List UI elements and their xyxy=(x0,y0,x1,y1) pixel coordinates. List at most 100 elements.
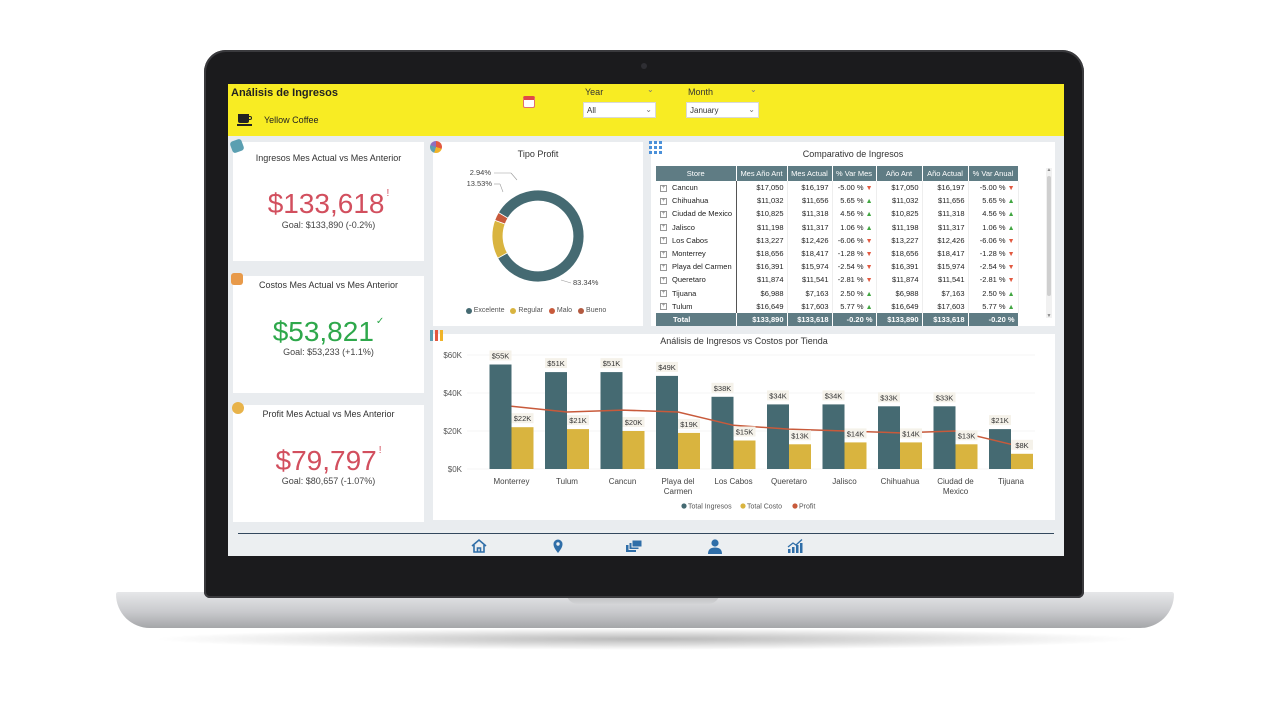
table-cell: $13,227 xyxy=(876,233,923,247)
data-label-costo: $21K xyxy=(569,416,587,425)
chevron-down-icon[interactable]: ⌄ xyxy=(647,85,654,94)
data-label-bg xyxy=(955,430,978,441)
table-row[interactable]: + Tijuana $6,988 $7,163 2.50 % ▲ $6,988 $7,163 2… xyxy=(656,286,1019,300)
table-cell: 4.56 % ▲ xyxy=(968,207,1019,221)
table-cell: 5.65 % ▲ xyxy=(968,194,1019,208)
kpi-goal: Goal: $133,890 (-0.2%) xyxy=(281,220,376,230)
tipo-profit-card[interactable]: Tipo Profit 2.94% 13.53% 83.34% Excelent… xyxy=(430,141,643,326)
expand-icon[interactable]: + xyxy=(660,276,667,284)
legend-item: Excelente xyxy=(465,307,504,314)
kpi-value-text: $53,821 xyxy=(272,316,374,347)
location-pin-icon[interactable] xyxy=(549,538,567,554)
data-label-ingresos: $33K xyxy=(936,393,954,402)
expand-icon[interactable]: + xyxy=(660,290,667,298)
bar-total-costo xyxy=(789,444,811,469)
arrow-down-icon: ▼ xyxy=(865,251,873,259)
table-row[interactable]: + Playa del Carmen $16,391 $15,974 -2.54 % ▼ $… xyxy=(656,260,1019,274)
expand-icon[interactable]: + xyxy=(660,303,667,311)
donut-chart-icon xyxy=(430,141,442,153)
table-cell: $11,198 xyxy=(876,220,923,234)
store-cell: + Ciudad de Mexico xyxy=(656,207,737,221)
month-select[interactable]: January ⌄ xyxy=(686,102,759,118)
table-cell: $17,603 xyxy=(787,299,833,313)
scroll-down-icon[interactable]: ▼ xyxy=(1046,313,1052,319)
data-label-bg xyxy=(711,382,734,393)
store-name: Monterrey xyxy=(672,249,706,259)
data-label-ingresos: $34K xyxy=(825,391,843,400)
table-row[interactable]: + Monterrey $18,656 $18,417 -1.28 % ▼ $18,656 $… xyxy=(656,246,1019,261)
data-label-ingresos: $21K xyxy=(991,416,1009,425)
arrow-up-icon: ▲ xyxy=(1007,224,1015,232)
data-label-bg xyxy=(622,417,645,427)
arrow-down-icon: ▼ xyxy=(1007,251,1015,259)
table-cell: -2.54 % ▼ xyxy=(968,260,1019,274)
variance-value: -6.06 % xyxy=(979,235,1006,245)
variance-value: 4.56 % xyxy=(982,209,1006,219)
kpi-card-costos[interactable]: Costos Mes Actual vs Mes Anterior $53,82… xyxy=(231,273,424,393)
arrow-down-icon: ▼ xyxy=(1007,185,1015,193)
bar-total-costo xyxy=(733,440,756,469)
trend-chart-icon[interactable] xyxy=(786,538,804,554)
table-cell: $18,417 xyxy=(922,246,969,261)
user-icon[interactable] xyxy=(706,538,724,554)
table-row[interactable]: + Jalisco $11,198 $11,317 1.06 % ▲ $11,198 $11,… xyxy=(656,220,1019,234)
table-cell: $18,417 xyxy=(787,246,833,261)
column-header[interactable]: Año Ant xyxy=(876,166,923,181)
bar-chart-icon xyxy=(430,330,443,341)
arrow-up-icon: ▲ xyxy=(1007,290,1015,298)
table-scrollbar[interactable]: ▲ ▼ xyxy=(1046,167,1052,319)
expand-icon[interactable]: + xyxy=(660,210,667,218)
bar-total-costo xyxy=(678,432,700,469)
table-row[interactable]: + Ciudad de Mexico $10,825 $11,318 4.56 % ▲ $1… xyxy=(656,207,1019,221)
column-header[interactable]: Store xyxy=(656,166,737,181)
expand-icon[interactable]: + xyxy=(660,250,667,258)
column-header[interactable]: % Var Mes xyxy=(832,166,877,181)
kpi-card-ingresos[interactable]: Ingresos Mes Actual vs Mes Anterior $133… xyxy=(229,138,424,261)
table-row[interactable]: + Cancun $17,050 $16,197 -5.00 % ▼ $17,050 $16,… xyxy=(656,181,1019,195)
table-cell: 5.65 % ▲ xyxy=(832,194,877,208)
store-cell: + Tijuana xyxy=(656,286,737,300)
table-cell: -6.06 % ▼ xyxy=(832,233,877,247)
expand-icon[interactable]: + xyxy=(660,224,667,232)
alert-icon: ! xyxy=(378,445,382,456)
table-row[interactable]: + Los Cabos $13,227 $12,426 -6.06 % ▼ $13,227 $… xyxy=(656,233,1019,247)
total-cell: $133,890 xyxy=(876,312,923,327)
table-row[interactable]: + Queretaro $11,874 $11,541 -2.81 % ▼ $11,874 $… xyxy=(656,273,1019,287)
expand-icon[interactable]: + xyxy=(660,237,667,245)
expand-icon[interactable]: + xyxy=(660,197,667,205)
chevron-down-icon[interactable]: ⌄ xyxy=(750,85,757,94)
month-select-value: January xyxy=(690,106,719,115)
home-icon[interactable] xyxy=(470,538,488,554)
year-select[interactable]: All ⌄ xyxy=(583,102,656,118)
data-label-costo: $19K xyxy=(680,420,698,429)
column-header[interactable]: Año Actual xyxy=(922,166,969,181)
scroll-thumb[interactable] xyxy=(1047,176,1051,296)
bar-total-ingresos xyxy=(711,396,734,469)
bar-total-ingresos xyxy=(489,364,512,469)
column-header[interactable]: Mes Año Ant xyxy=(736,166,788,181)
table-row[interactable]: + Chihuahua $11,032 $11,656 5.65 % ▲ $11,032 $1… xyxy=(656,194,1019,208)
arrow-up-icon: ▲ xyxy=(865,224,873,232)
table-cell: $15,974 xyxy=(922,260,969,274)
expand-icon[interactable]: + xyxy=(660,263,667,271)
table-cell: $10,825 xyxy=(736,207,788,221)
expand-icon[interactable]: + xyxy=(660,184,667,192)
layers-icon[interactable] xyxy=(625,538,643,554)
kpi-goal: Goal: $80,657 (-1.07%) xyxy=(281,476,376,486)
column-header[interactable]: Mes Actual xyxy=(787,166,833,181)
store-cell: + Queretaro xyxy=(656,273,737,287)
table-row[interactable]: + Tulum $16,649 $17,603 5.77 % ▲ $16,649 $17,60… xyxy=(656,299,1019,313)
scroll-up-icon[interactable]: ▲ xyxy=(1046,167,1052,173)
comparativo-card[interactable]: Comparativo de Ingresos Store Mes Año An… xyxy=(649,141,1055,327)
legend-item: Regular xyxy=(510,307,543,314)
kpi-card-profit[interactable]: Profit Mes Actual vs Mes Anterior $79,79… xyxy=(232,402,424,522)
bar-total-costo xyxy=(844,442,867,469)
legend-item: Bueno xyxy=(578,307,606,314)
table-cell: $17,603 xyxy=(922,299,969,313)
arrow-down-icon: ▼ xyxy=(1007,264,1015,272)
column-header[interactable]: % Var Anual xyxy=(968,166,1019,181)
ingresos-costos-chart-card[interactable]: Análisis de Ingresos vs Costos por Tiend… xyxy=(430,330,1055,520)
table-total-row: Total $133,890 $133,618 -0.20 % $133,890 $133… xyxy=(656,312,1019,327)
bar-total-ingresos xyxy=(767,404,789,469)
variance-value: 2.50 % xyxy=(840,288,864,298)
